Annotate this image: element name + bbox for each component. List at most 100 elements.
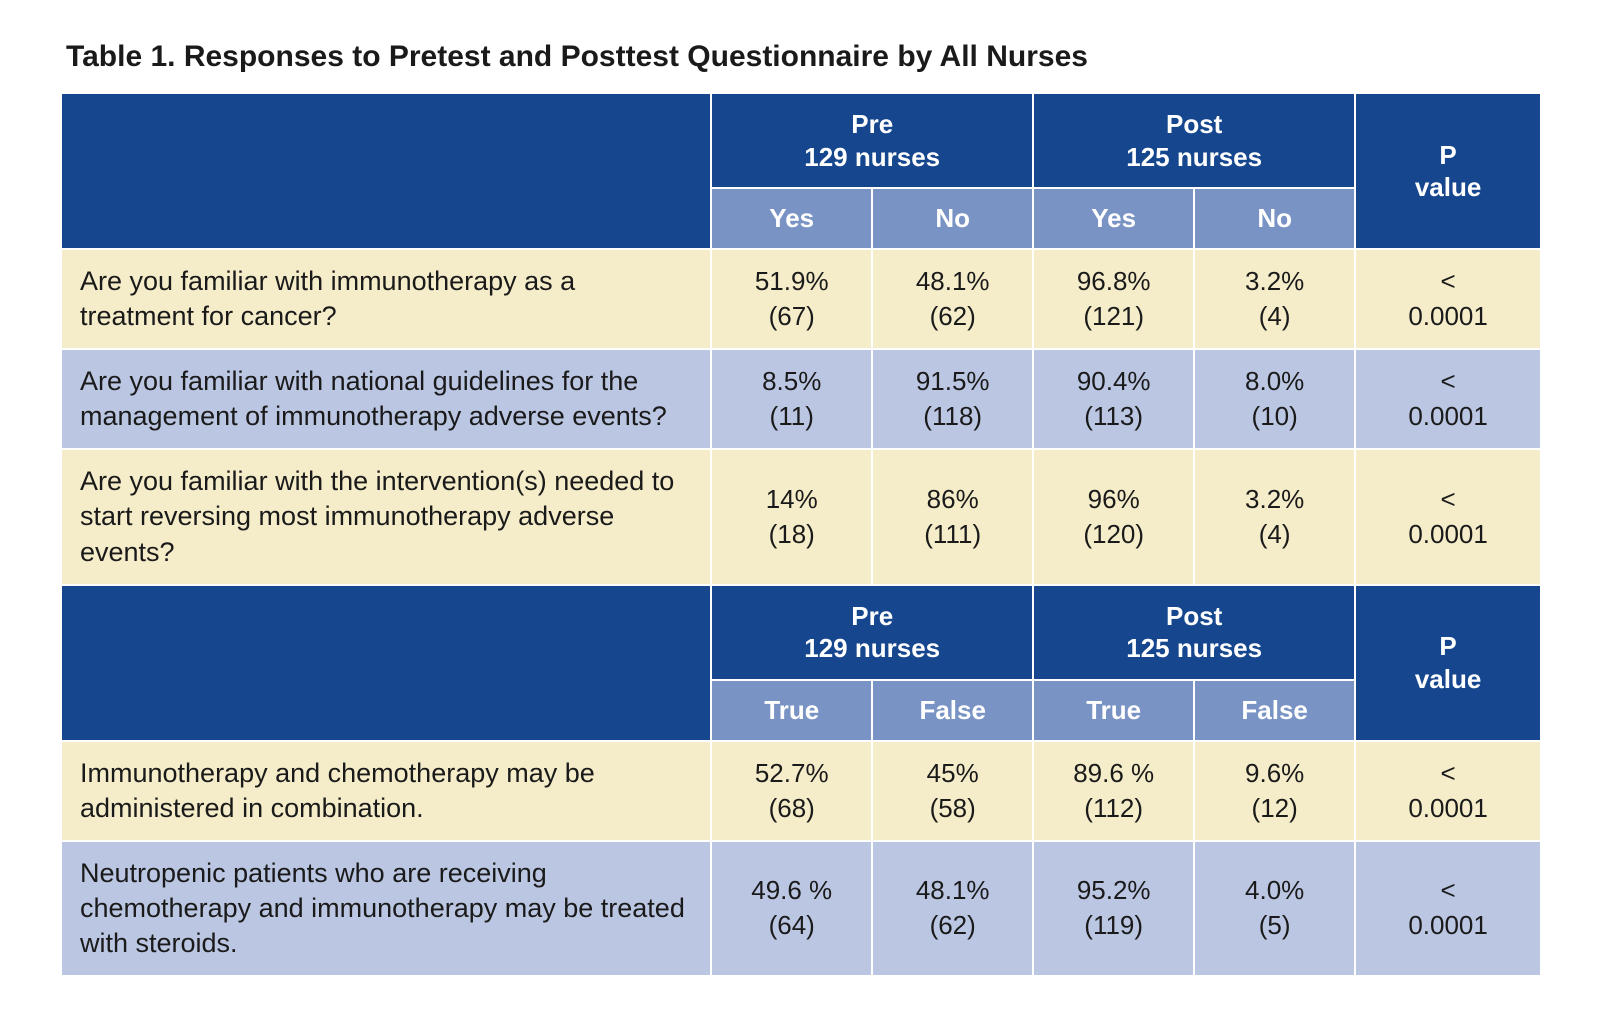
data-cell: 9.6%(12) — [1194, 741, 1355, 841]
cell-pct: 8.0% — [1209, 364, 1340, 399]
p-line1: < — [1440, 758, 1455, 788]
cell-pct: 52.7% — [726, 756, 857, 791]
data-cell: 96.8%(121) — [1033, 249, 1194, 349]
header-pre: Pre129 nurses — [711, 93, 1033, 188]
cell-n: (18) — [726, 517, 857, 552]
table-title: Table 1. Responses to Pretest and Postte… — [60, 40, 1542, 74]
table-row: Neutropenic patients who are receiving c… — [61, 841, 1541, 976]
p-line1: < — [1440, 266, 1455, 296]
cell-n: (118) — [887, 399, 1018, 434]
data-cell: 3.2%(4) — [1194, 449, 1355, 584]
header-blank — [61, 93, 711, 249]
header-p-line1: P — [1366, 139, 1530, 172]
header-blank — [61, 585, 711, 741]
cell-pct: 8.5% — [726, 364, 857, 399]
cell-pct: 48.1% — [887, 873, 1018, 908]
cell-pct: 86% — [887, 482, 1018, 517]
header-post: Post125 nurses — [1033, 93, 1355, 188]
p-line2: 0.0001 — [1408, 519, 1488, 549]
header-pre-line1: Pre — [722, 600, 1022, 633]
data-cell: 8.5%(11) — [711, 349, 872, 449]
header-post-line1: Post — [1044, 108, 1344, 141]
subheader-post_yes: True — [1033, 680, 1194, 741]
cell-pct: 45% — [887, 756, 1018, 791]
cell-n: (64) — [726, 908, 857, 943]
cell-n: (68) — [726, 791, 857, 826]
cell-n: (62) — [887, 299, 1018, 334]
header-post-line2: 125 nurses — [1044, 632, 1344, 665]
cell-pct: 51.9% — [726, 264, 857, 299]
table-row: Are you familiar with immunotherapy as a… — [61, 249, 1541, 349]
cell-n: (67) — [726, 299, 857, 334]
cell-n: (121) — [1048, 299, 1179, 334]
table-row: Are you familiar with national guideline… — [61, 349, 1541, 449]
data-cell: 95.2%(119) — [1033, 841, 1194, 976]
header-p-line2: value — [1366, 171, 1530, 204]
p-line1: < — [1440, 484, 1455, 514]
data-cell: 90.4%(113) — [1033, 349, 1194, 449]
pvalue-cell: < 0.0001 — [1355, 741, 1541, 841]
cell-n: (119) — [1048, 908, 1179, 943]
question-cell: Are you familiar with the intervention(s… — [61, 449, 711, 584]
cell-n: (111) — [887, 517, 1018, 552]
cell-n: (4) — [1209, 299, 1340, 334]
p-line2: 0.0001 — [1408, 910, 1488, 940]
data-cell: 89.6 %(112) — [1033, 741, 1194, 841]
header-p-line1: P — [1366, 630, 1530, 663]
data-cell: 49.6 %(64) — [711, 841, 872, 976]
header-pre-line1: Pre — [722, 108, 1022, 141]
question-cell: Immunotherapy and chemotherapy may be ad… — [61, 741, 711, 841]
question-cell: Are you familiar with immunotherapy as a… — [61, 249, 711, 349]
cell-n: (113) — [1048, 399, 1179, 434]
question-cell: Neutropenic patients who are receiving c… — [61, 841, 711, 976]
pvalue-cell: < 0.0001 — [1355, 449, 1541, 584]
subheader-pre_no: No — [872, 188, 1033, 249]
pvalue-cell: < 0.0001 — [1355, 841, 1541, 976]
data-cell: 51.9%(67) — [711, 249, 872, 349]
cell-n: (62) — [887, 908, 1018, 943]
header-p-line2: value — [1366, 663, 1530, 696]
cell-n: (120) — [1048, 517, 1179, 552]
p-line2: 0.0001 — [1408, 301, 1488, 331]
data-cell: 48.1%(62) — [872, 249, 1033, 349]
header-post-line1: Post — [1044, 600, 1344, 633]
p-line2: 0.0001 — [1408, 793, 1488, 823]
question-cell: Are you familiar with national guideline… — [61, 349, 711, 449]
cell-pct: 3.2% — [1209, 482, 1340, 517]
data-cell: 86%(111) — [872, 449, 1033, 584]
cell-pct: 9.6% — [1209, 756, 1340, 791]
cell-pct: 48.1% — [887, 264, 1018, 299]
header-pvalue: Pvalue — [1355, 93, 1541, 249]
cell-n: (10) — [1209, 399, 1340, 434]
data-cell: 3.2%(4) — [1194, 249, 1355, 349]
subheader-pre_yes: Yes — [711, 188, 872, 249]
cell-pct: 95.2% — [1048, 873, 1179, 908]
header-pre: Pre129 nurses — [711, 585, 1033, 680]
data-cell: 91.5%(118) — [872, 349, 1033, 449]
header-pvalue: Pvalue — [1355, 585, 1541, 741]
cell-n: (11) — [726, 399, 857, 434]
data-cell: 8.0%(10) — [1194, 349, 1355, 449]
data-cell: 52.7%(68) — [711, 741, 872, 841]
data-cell: 45%(58) — [872, 741, 1033, 841]
cell-pct: 89.6 % — [1048, 756, 1179, 791]
header-pre-line2: 129 nurses — [722, 141, 1022, 174]
subheader-post_no: False — [1194, 680, 1355, 741]
subheader-post_no: No — [1194, 188, 1355, 249]
header-pre-line2: 129 nurses — [722, 632, 1022, 665]
data-cell: 48.1%(62) — [872, 841, 1033, 976]
pvalue-cell: < 0.0001 — [1355, 349, 1541, 449]
subheader-pre_yes: True — [711, 680, 872, 741]
cell-n: (12) — [1209, 791, 1340, 826]
table-row: Are you familiar with the intervention(s… — [61, 449, 1541, 584]
cell-n: (5) — [1209, 908, 1340, 943]
cell-pct: 3.2% — [1209, 264, 1340, 299]
cell-pct: 90.4% — [1048, 364, 1179, 399]
header-post: Post125 nurses — [1033, 585, 1355, 680]
cell-n: (112) — [1048, 791, 1179, 826]
cell-pct: 91.5% — [887, 364, 1018, 399]
cell-pct: 49.6 % — [726, 873, 857, 908]
cell-n: (58) — [887, 791, 1018, 826]
subheader-pre_no: False — [872, 680, 1033, 741]
data-cell: 96%(120) — [1033, 449, 1194, 584]
